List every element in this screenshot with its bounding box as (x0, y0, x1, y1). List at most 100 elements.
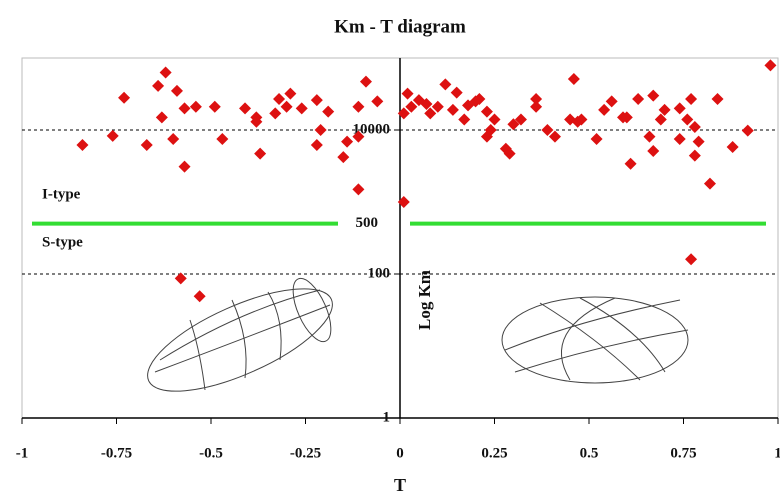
x-tick-label: 0.75 (670, 445, 696, 461)
point (424, 107, 437, 120)
x-tick-label: -1 (16, 445, 29, 461)
point (170, 84, 183, 97)
point (352, 183, 365, 196)
point (76, 138, 89, 151)
point (605, 95, 618, 108)
x-tick-label: -0.25 (290, 445, 321, 461)
point (280, 100, 293, 113)
x-tick-label: 1 (774, 445, 780, 461)
point (514, 113, 527, 126)
point (401, 87, 414, 100)
point (310, 94, 323, 107)
point (174, 272, 187, 285)
point (155, 111, 168, 124)
point (647, 145, 660, 158)
point (507, 118, 520, 131)
point (685, 253, 698, 266)
point (178, 102, 191, 115)
point (397, 196, 410, 208)
point (484, 124, 497, 136)
point (371, 95, 384, 108)
point (118, 91, 131, 104)
point (273, 92, 286, 105)
point (322, 105, 335, 118)
point (654, 113, 667, 126)
x-tick-label: -0.75 (101, 445, 132, 461)
point (254, 147, 267, 160)
point (152, 79, 165, 92)
chart-title: Km - T diagram (334, 16, 466, 37)
annotation: I-type (42, 186, 81, 202)
point (314, 124, 327, 136)
ellipsoid-sketch (501, 296, 689, 384)
point (764, 59, 777, 72)
point (167, 132, 180, 145)
point (269, 107, 282, 120)
point (726, 141, 739, 154)
point (284, 87, 297, 100)
point (530, 100, 543, 113)
threshold-label: 500 (356, 215, 379, 231)
point (741, 124, 754, 137)
point (295, 102, 308, 115)
point (405, 100, 418, 113)
point (620, 111, 633, 124)
point (420, 97, 433, 110)
point (688, 121, 701, 134)
point (658, 103, 671, 116)
point (337, 151, 350, 164)
point (352, 130, 365, 143)
point (711, 92, 724, 105)
point (692, 135, 705, 148)
point (439, 78, 452, 91)
point (239, 102, 252, 115)
y-tick-label: 1 (383, 409, 391, 425)
point (193, 290, 206, 303)
point (178, 160, 191, 173)
point (647, 89, 660, 102)
point (341, 135, 354, 148)
point (189, 100, 202, 113)
point (431, 100, 444, 113)
point (250, 115, 263, 128)
point (688, 149, 701, 162)
point (541, 124, 554, 136)
point (703, 177, 716, 190)
point (446, 103, 459, 116)
point (598, 103, 611, 116)
point (567, 73, 580, 86)
ellipsoid-sketch (147, 277, 333, 392)
point (643, 130, 656, 143)
point (632, 92, 645, 105)
y-tick-label: 10000 (353, 121, 391, 137)
point (458, 113, 471, 126)
annotation: S-type (42, 234, 83, 250)
point (624, 157, 637, 170)
point (208, 100, 221, 113)
x-axis-label: T (394, 475, 406, 495)
point (473, 92, 486, 105)
point (450, 86, 463, 99)
point (352, 100, 365, 113)
point (503, 147, 516, 160)
point (530, 92, 543, 105)
x-tick-label: 0 (396, 445, 404, 461)
y-tick-label: 100 (368, 265, 391, 281)
point (590, 132, 603, 145)
point (106, 129, 119, 142)
point (673, 132, 686, 145)
point (488, 113, 501, 126)
point (685, 92, 698, 105)
point (140, 138, 153, 151)
point (397, 107, 410, 120)
x-tick-label: 0.5 (580, 445, 599, 461)
point (673, 102, 686, 115)
point (480, 105, 493, 118)
point (548, 130, 561, 143)
y-axis-label: Log Km (415, 270, 434, 330)
point (159, 66, 172, 79)
x-tick-label: -0.5 (199, 445, 223, 461)
point (575, 113, 588, 126)
point (216, 132, 229, 145)
